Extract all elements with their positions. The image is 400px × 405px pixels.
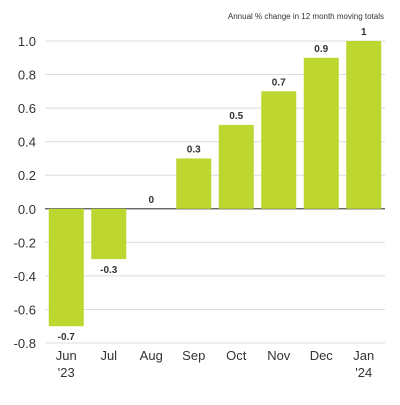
bar (91, 208, 127, 260)
y-tick-label: -0.4 (14, 269, 36, 284)
y-tick-label: 0.2 (18, 168, 36, 183)
y-tick-label: 0.6 (18, 101, 36, 116)
x-tick-label: Sep (182, 348, 205, 363)
bar (218, 124, 254, 209)
x-tick-label: Jul (100, 348, 117, 363)
x-axis-ticks: Jun '23 Jul Aug Sep Oct Nov Dec Jan '24 (56, 348, 374, 380)
data-label: 1 (361, 27, 367, 38)
data-label: 0 (148, 195, 154, 206)
bar (303, 57, 339, 209)
data-label: 0.9 (314, 44, 328, 55)
bar (346, 41, 382, 209)
data-label: -0.3 (100, 265, 118, 276)
chart-subtitle: Annual % change in 12 month moving total… (227, 12, 384, 21)
bar (176, 158, 212, 209)
data-label: 0.7 (272, 77, 286, 88)
x-tick-label: '24 (355, 365, 372, 380)
x-tick-label: Nov (267, 348, 291, 363)
y-axis-ticks: 1.0 0.8 0.6 0.4 0.2 0.0 -0.2 -0.4 -0.6 -0.8 (14, 34, 36, 351)
y-tick-label: 0.8 (18, 68, 36, 83)
bars (48, 41, 382, 327)
x-tick-label: '23 (58, 365, 75, 380)
y-tick-label: 0.0 (18, 202, 36, 217)
y-tick-label: -0.6 (14, 302, 36, 317)
data-label: 0.3 (187, 144, 201, 155)
x-tick-label: Oct (226, 348, 247, 363)
data-labels: -0.7 -0.3 0 0.3 0.5 0.7 0.9 1 (58, 27, 367, 343)
data-label: -0.7 (58, 332, 76, 343)
bar (261, 91, 297, 209)
bar (48, 208, 84, 327)
y-tick-label: 0.4 (18, 135, 36, 150)
x-tick-label: Jan (353, 348, 374, 363)
y-tick-label: 1.0 (18, 34, 36, 49)
y-tick-label: -0.2 (14, 235, 36, 250)
data-label: 0.5 (229, 111, 243, 122)
x-tick-label: Jun (56, 348, 77, 363)
x-tick-label: Dec (310, 348, 334, 363)
x-tick-label: Aug (140, 348, 163, 363)
y-tick-label: -0.8 (14, 336, 36, 351)
